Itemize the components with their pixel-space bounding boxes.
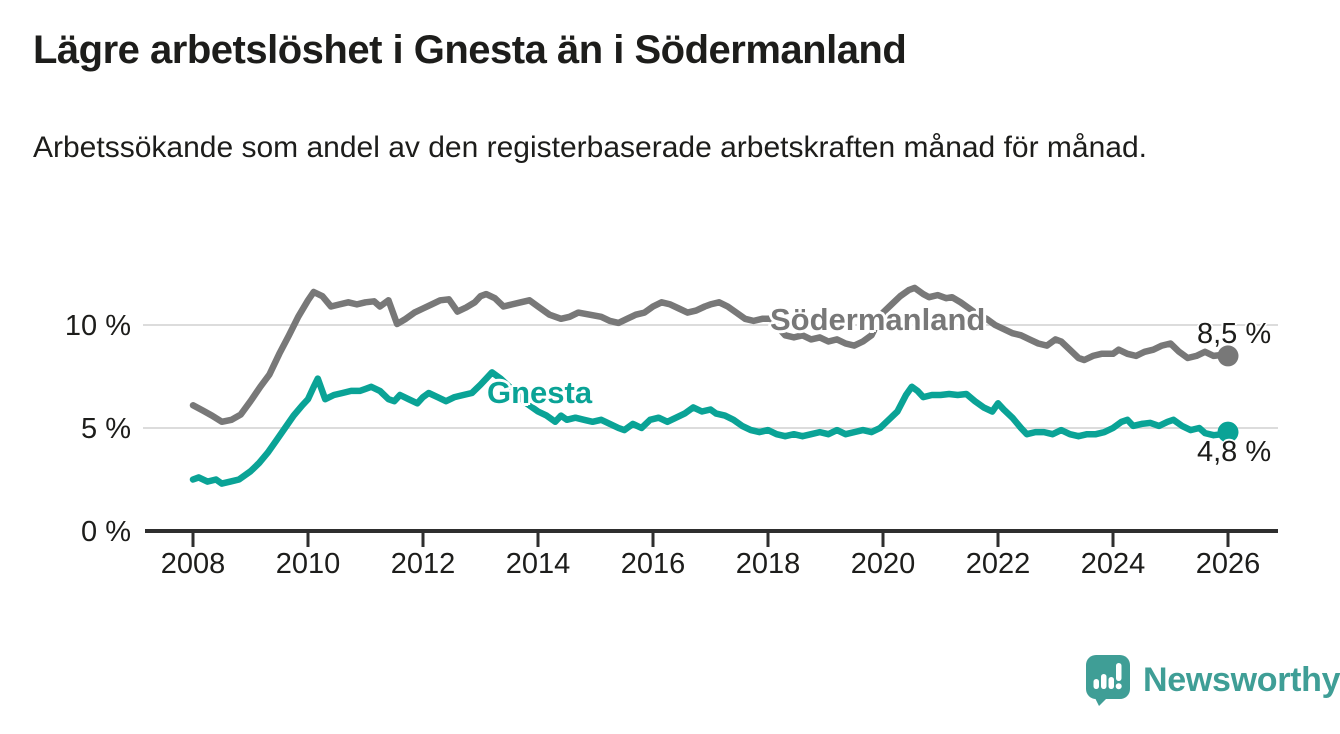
gridlines (143, 324, 1278, 429)
latest-value-gnesta: 4,8 % (1197, 436, 1272, 468)
x-tick-label: 2010 (276, 548, 341, 580)
x-tick-label: 2016 (621, 548, 686, 580)
x-tick-label: 2024 (1081, 548, 1146, 580)
series-line-sodermanland (189, 284, 1232, 426)
y-tick-label: 10 % (65, 310, 131, 342)
x-tick-label: 2008 (161, 548, 226, 580)
latest-value-sodermanland: 8,5 % (1197, 318, 1272, 350)
y-tick-label: 0 % (81, 516, 131, 548)
series-label-gnesta: Gnesta (487, 375, 593, 410)
x-axis (145, 529, 1278, 547)
x-tick-label: 2022 (966, 548, 1031, 580)
chart-subtitle: Arbetssökande som andel av den registerb… (33, 131, 1147, 164)
axis-tick-labels: 2008 2010 2012 2014 2016 2018 2020 2022 2024 2026… (65, 310, 1260, 580)
end-dot-sodermanland (1217, 345, 1239, 367)
y-tick-label: 5 % (81, 413, 131, 445)
series-line-gnesta (189, 369, 1232, 487)
bar-chart-speech-bubble-icon (1086, 655, 1130, 706)
newsworthy-wordmark: Newsworthy (1143, 661, 1340, 699)
x-tick-label: 2012 (391, 548, 456, 580)
x-tick-label: 2014 (506, 548, 571, 580)
end-dot-gnesta (1217, 421, 1239, 443)
x-tick-label: 2026 (1196, 548, 1261, 580)
series-label-sodermanland: Södermanland (770, 302, 986, 337)
newsworthy-logo: Newsworthy (1085, 654, 1340, 706)
x-tick-label: 2020 (851, 548, 916, 580)
page-title: Lägre arbetslöshet i Gnesta än i Söderma… (33, 28, 907, 72)
data-series (189, 284, 1239, 487)
x-tick-label: 2018 (736, 548, 801, 580)
